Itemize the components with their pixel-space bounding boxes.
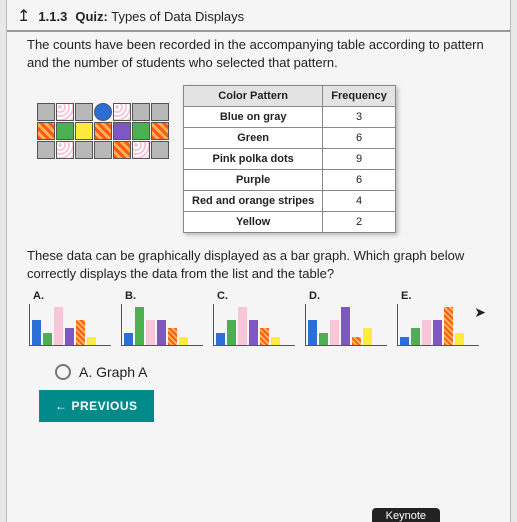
mini-chart-d: [305, 304, 387, 346]
quiz-label: Quiz: Types of Data Displays: [75, 9, 244, 24]
pattern-sample: [37, 103, 169, 159]
table-row: Red and orange stripes4: [184, 191, 396, 212]
question-text: These data can be graphically displayed …: [7, 237, 510, 284]
choice-b[interactable]: B.: [121, 290, 207, 346]
previous-button[interactable]: ← PREVIOUS: [39, 390, 154, 422]
col-frequency: Frequency: [323, 86, 396, 107]
choices-row: A. B. C. D. E.: [7, 284, 510, 350]
back-arrow-icon[interactable]: ↥: [17, 6, 30, 26]
answer-option-a[interactable]: A. Graph A: [7, 350, 510, 390]
mini-chart-e: [397, 304, 479, 346]
table-row: Purple6: [184, 170, 396, 191]
col-pattern: Color Pattern: [184, 86, 323, 107]
choice-e[interactable]: E.: [397, 290, 483, 346]
answer-label: A. Graph A: [79, 364, 147, 380]
table-row: Pink polka dots9: [184, 149, 396, 170]
intro-text: The counts have been recorded in the acc…: [7, 32, 510, 77]
keynote-tab[interactable]: Keynote: [372, 508, 440, 522]
quiz-header: ↥ 1.1.3 Quiz: Types of Data Displays: [7, 0, 510, 32]
quiz-code: 1.1.3: [38, 9, 67, 24]
mini-chart-c: [213, 304, 295, 346]
table-row: Green6: [184, 128, 396, 149]
table-row: Yellow2: [184, 212, 396, 233]
choice-d[interactable]: D.: [305, 290, 391, 346]
mini-chart-a: [29, 304, 111, 346]
frequency-table: Color Pattern Frequency Blue on gray3 Gr…: [183, 85, 396, 233]
table-row: Blue on gray3: [184, 107, 396, 128]
radio-icon[interactable]: [55, 364, 71, 380]
cursor-icon: ➤: [474, 304, 486, 321]
mini-chart-b: [121, 304, 203, 346]
choice-a[interactable]: A.: [29, 290, 115, 346]
choice-c[interactable]: C.: [213, 290, 299, 346]
arrow-left-icon: ←: [55, 399, 68, 413]
